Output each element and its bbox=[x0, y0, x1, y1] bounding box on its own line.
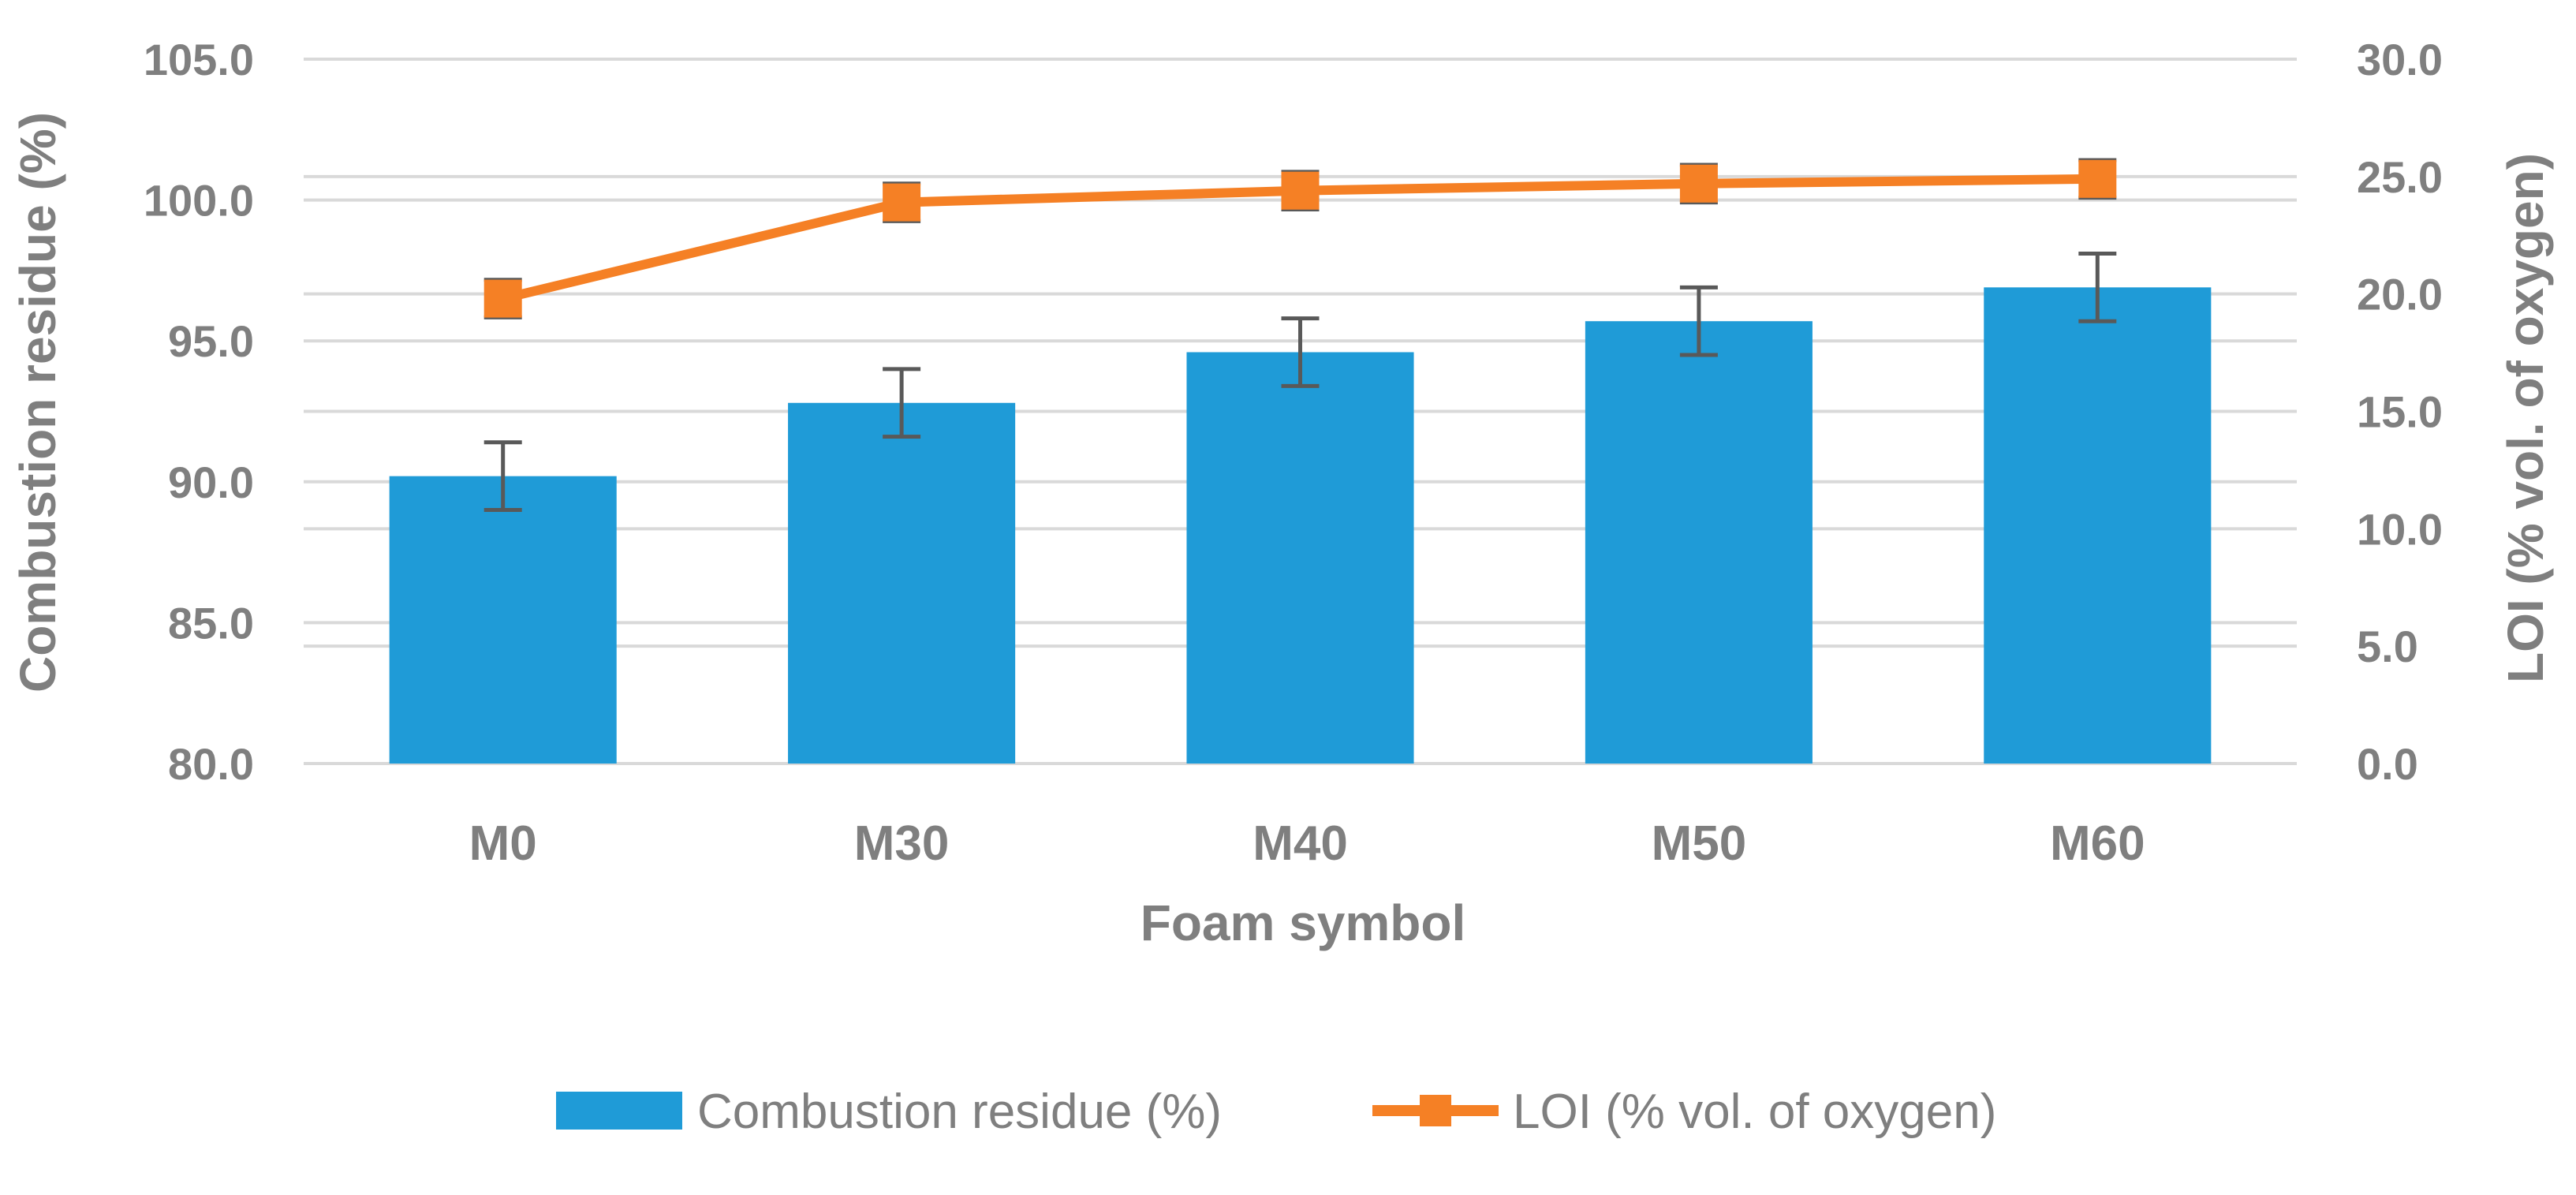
x-tick-label: M50 bbox=[1652, 816, 1747, 871]
bar bbox=[1585, 321, 1813, 764]
x-axis-title: Foam symbol bbox=[1141, 894, 1466, 951]
bar bbox=[389, 476, 617, 764]
line-marker bbox=[883, 183, 921, 222]
y2-tick-label: 10.0 bbox=[2357, 504, 2443, 554]
legend-label-bar: Combustion residue (%) bbox=[697, 1085, 1222, 1139]
x-tick-label: M30 bbox=[854, 816, 950, 871]
bar bbox=[1186, 352, 1414, 764]
line-marker bbox=[2078, 159, 2117, 198]
line-series bbox=[483, 158, 2117, 319]
axes: 80.0 85.0 90.0 95.0 100.0 105.0 0.0 5.0 10.0 15.0… bbox=[144, 35, 2443, 871]
y2-tick-label: 5.0 bbox=[2357, 622, 2418, 671]
y-tick-label: 105.0 bbox=[144, 35, 254, 84]
line-marker bbox=[483, 279, 522, 318]
y-tick-label: 95.0 bbox=[168, 316, 254, 366]
bar bbox=[788, 402, 1016, 764]
bar bbox=[1984, 287, 2212, 764]
y-tick-label: 90.0 bbox=[168, 457, 254, 507]
bar-series bbox=[389, 251, 2212, 764]
legend-swatch-marker bbox=[1420, 1095, 1451, 1126]
x-tick-label: M60 bbox=[2050, 816, 2145, 871]
legend-swatch-bar bbox=[556, 1092, 682, 1130]
y-tick-label: 80.0 bbox=[168, 739, 254, 789]
y2-tick-label: 30.0 bbox=[2357, 35, 2443, 84]
legend-label-line: LOI (% vol. of oxygen) bbox=[1513, 1085, 1996, 1139]
y-axis-title: Combustion residue (%) bbox=[9, 112, 66, 693]
line-marker bbox=[1679, 164, 1718, 203]
y2-axis-title: LOI (% vol. of oxygen) bbox=[2497, 153, 2554, 683]
x-tick-label: M0 bbox=[469, 816, 537, 871]
legend: Combustion residue (%) LOI (% vol. of ox… bbox=[556, 1085, 1996, 1139]
y2-tick-label: 0.0 bbox=[2357, 739, 2418, 789]
y-tick-label: 100.0 bbox=[144, 176, 254, 226]
y-tick-label: 85.0 bbox=[168, 598, 254, 648]
y2-tick-label: 15.0 bbox=[2357, 387, 2443, 437]
x-tick-label: M40 bbox=[1253, 816, 1348, 871]
line-marker bbox=[1281, 171, 1320, 210]
y2-tick-label: 25.0 bbox=[2357, 152, 2443, 202]
y2-tick-label: 20.0 bbox=[2357, 270, 2443, 319]
